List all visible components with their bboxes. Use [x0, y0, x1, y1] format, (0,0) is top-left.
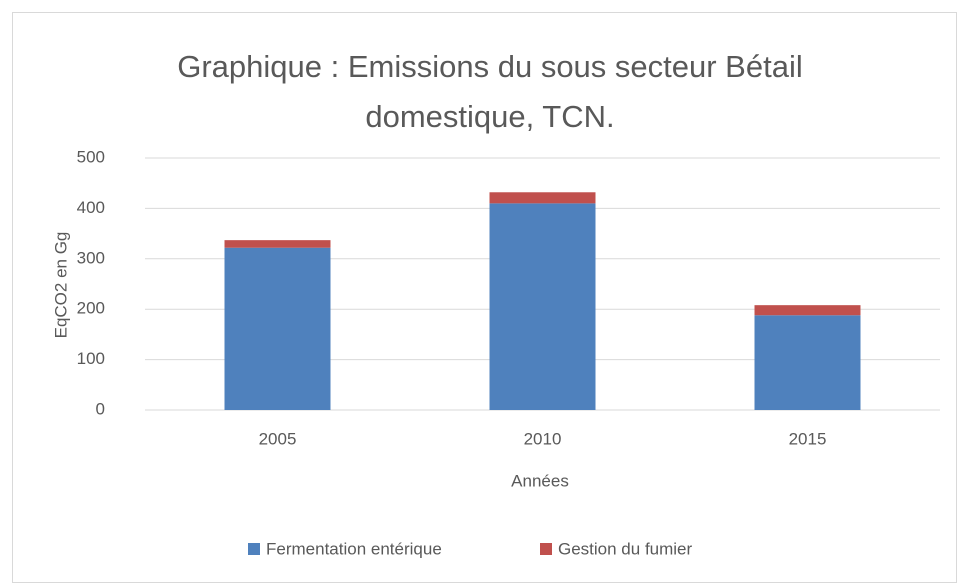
x-axis-label: Années: [511, 471, 569, 490]
y-tick-label: 500: [77, 147, 105, 166]
bar-segment: [754, 305, 861, 316]
legend-swatch: [248, 543, 260, 555]
x-tick-label: 2010: [524, 429, 562, 448]
chart-title: Graphique : Emissions du sous secteur Bé…: [177, 49, 803, 134]
chart-border: [12, 12, 957, 583]
bar-segment: [489, 192, 596, 204]
bar-segment: [489, 203, 596, 410]
y-tick-label: 400: [77, 198, 105, 217]
y-tick-label: 0: [96, 399, 105, 418]
x-tick-label: 2005: [259, 429, 297, 448]
legend-label: Fermentation entérique: [266, 539, 442, 558]
y-axis-label: EqCO2 en Gg: [51, 232, 70, 339]
y-tick-label: 200: [77, 299, 105, 318]
legend-label: Gestion du fumier: [558, 539, 693, 558]
legend-swatch: [540, 543, 552, 555]
bar-segment: [224, 240, 331, 248]
y-tick-label: 100: [77, 349, 105, 368]
y-tick-label: 300: [77, 248, 105, 267]
x-tick-label: 2015: [789, 429, 827, 448]
bar-segment: [224, 247, 331, 410]
bar-segment: [754, 315, 861, 410]
